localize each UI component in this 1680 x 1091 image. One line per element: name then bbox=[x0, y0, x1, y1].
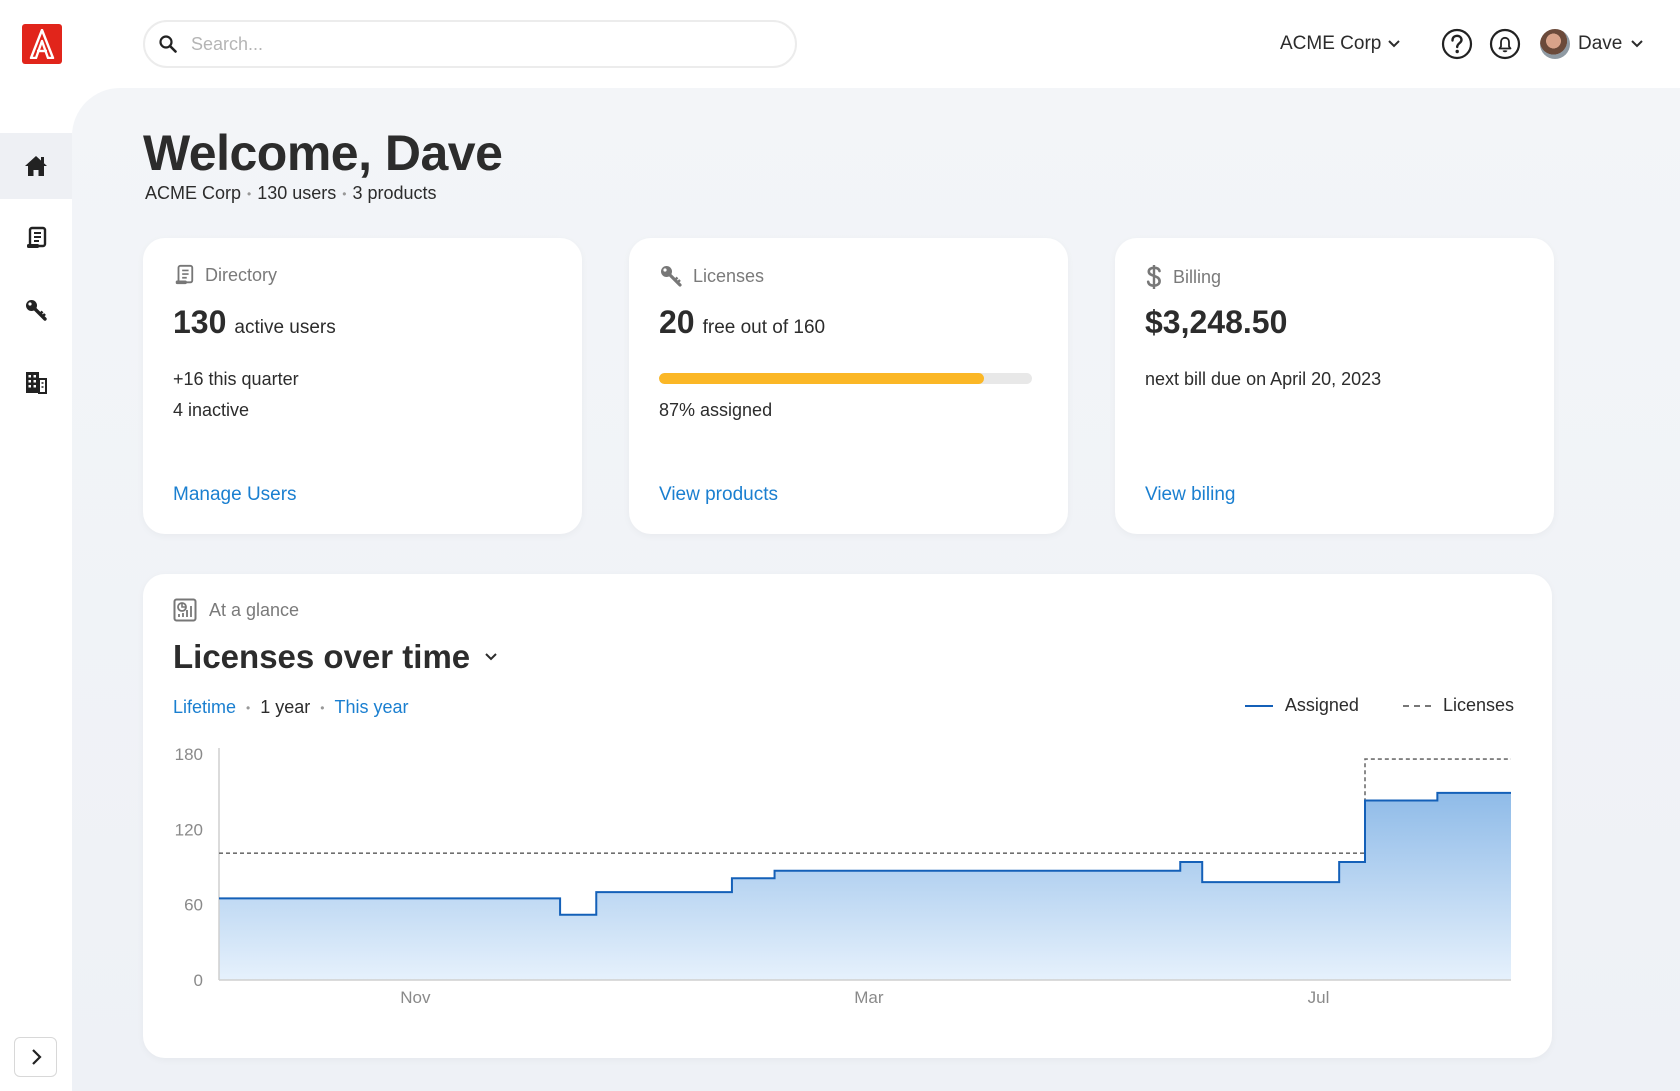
y-tick-label: 0 bbox=[194, 971, 203, 990]
stat-label: active users bbox=[234, 317, 336, 338]
chart-title: Licenses over time bbox=[173, 638, 471, 675]
chevron-down-icon bbox=[1631, 40, 1644, 48]
view-products-link[interactable]: View products bbox=[659, 484, 778, 505]
range-1-year[interactable]: 1 year bbox=[260, 697, 311, 717]
sidebar-item-organization[interactable] bbox=[0, 349, 72, 415]
card-title: Licenses bbox=[693, 265, 765, 286]
section-label: At a glance bbox=[209, 599, 300, 620]
user-name: Dave bbox=[1578, 33, 1623, 54]
avatar bbox=[1540, 29, 1570, 59]
billing-amount: $3,248.50 bbox=[1145, 304, 1287, 341]
sidebar bbox=[0, 88, 72, 1091]
time-range-selector: Lifetime • 1 year • This year bbox=[173, 697, 409, 718]
active-users-stat: 130 active users bbox=[173, 304, 336, 341]
directory-icon bbox=[175, 264, 194, 285]
stat-value: $3,248.50 bbox=[1145, 304, 1288, 340]
billing-card: Billing $3,248.50 next bill due on April… bbox=[1115, 238, 1554, 534]
view-billing-link[interactable]: View biling bbox=[1145, 484, 1236, 505]
y-tick-label: 120 bbox=[175, 820, 203, 839]
search-icon bbox=[159, 35, 177, 53]
separator-dot: • bbox=[342, 186, 347, 201]
card-header: Directory bbox=[173, 264, 277, 286]
sidebar-item-licenses[interactable] bbox=[0, 277, 72, 343]
assigned-percent: 87% assigned bbox=[659, 400, 773, 420]
product-count: 3 products bbox=[352, 183, 437, 203]
y-tick-label: 60 bbox=[184, 896, 203, 915]
top-bar: ACME Corp Dave bbox=[0, 0, 1680, 88]
bell-icon bbox=[1489, 28, 1521, 60]
key-icon bbox=[661, 266, 682, 287]
user-menu[interactable]: Dave bbox=[1540, 27, 1644, 61]
separator-dot: • bbox=[247, 186, 252, 201]
range-lifetime[interactable]: Lifetime bbox=[173, 697, 237, 717]
inactive-count: 4 inactive bbox=[173, 400, 250, 420]
card-header: At a glance bbox=[173, 598, 299, 622]
x-tick-label: Nov bbox=[400, 988, 431, 1007]
logo-icon bbox=[29, 29, 55, 59]
licenses-line bbox=[219, 758, 1511, 854]
card-header: Licenses bbox=[659, 264, 764, 288]
card-header: Billing bbox=[1145, 264, 1221, 290]
chevron-down-icon bbox=[1388, 40, 1401, 48]
licenses-over-time-chart: 0 60 120 180 Nov Mar Jul bbox=[175, 745, 1511, 1007]
licenses-card: Licenses 20 free out of 160 87% assigned… bbox=[629, 238, 1068, 534]
legend-assigned: Assigned bbox=[1284, 695, 1359, 715]
dollar-icon bbox=[1146, 265, 1161, 289]
assigned-line bbox=[219, 791, 1511, 916]
help-icon bbox=[1441, 28, 1473, 60]
separator-dot: • bbox=[320, 700, 325, 715]
legend-swatch-assigned bbox=[1244, 704, 1273, 707]
x-tick-label: Mar bbox=[854, 988, 884, 1007]
license-progress-bar bbox=[659, 373, 1032, 384]
assigned-area bbox=[219, 792, 1511, 980]
chart-icon bbox=[173, 598, 197, 622]
sidebar-item-directory[interactable] bbox=[0, 205, 72, 271]
x-tick-label: Jul bbox=[1308, 988, 1330, 1007]
quarter-growth: +16 this quarter bbox=[173, 369, 299, 389]
org-switcher[interactable]: ACME Corp bbox=[1280, 30, 1401, 58]
notifications-button[interactable] bbox=[1489, 28, 1521, 60]
chart-legend: Assigned Licenses bbox=[1244, 695, 1514, 716]
directory-icon bbox=[27, 226, 47, 248]
legend-licenses: Licenses bbox=[1442, 695, 1514, 715]
search-box[interactable] bbox=[143, 20, 797, 68]
legend-swatch-licenses bbox=[1402, 704, 1431, 707]
card-title: Billing bbox=[1173, 266, 1222, 287]
home-icon bbox=[25, 156, 47, 176]
licenses-chart-card: At a glance Licenses over time Lifetime … bbox=[143, 574, 1552, 1058]
free-licenses-stat: 20 free out of 160 bbox=[659, 304, 825, 341]
card-title: Directory bbox=[205, 264, 278, 285]
chevron-down-icon bbox=[485, 653, 497, 661]
key-icon bbox=[26, 300, 47, 321]
sidebar-expand-button[interactable] bbox=[14, 1037, 57, 1077]
search-input[interactable] bbox=[191, 33, 751, 55]
app-logo[interactable] bbox=[22, 24, 62, 64]
stat-value: 20 bbox=[659, 304, 695, 340]
license-progress-fill bbox=[659, 373, 984, 384]
org-name: ACME Corp bbox=[145, 183, 242, 203]
chevron-right-icon bbox=[31, 1049, 42, 1065]
building-icon bbox=[26, 372, 47, 394]
org-switcher-label: ACME Corp bbox=[1280, 33, 1382, 54]
help-button[interactable] bbox=[1441, 28, 1473, 60]
sidebar-item-home[interactable] bbox=[0, 133, 72, 199]
manage-users-link[interactable]: Manage Users bbox=[173, 484, 297, 505]
range-this-year[interactable]: This year bbox=[334, 697, 409, 717]
user-count: 130 users bbox=[257, 183, 337, 203]
directory-card: Directory 130 active users +16 this quar… bbox=[143, 238, 582, 534]
y-tick-label: 180 bbox=[175, 745, 203, 764]
stat-value: 130 bbox=[173, 304, 227, 340]
chart-title-dropdown[interactable]: Licenses over time bbox=[173, 638, 498, 676]
separator-dot: • bbox=[246, 700, 251, 715]
next-bill-due: next bill due on April 20, 2023 bbox=[1145, 369, 1382, 389]
stat-label: free out of 160 bbox=[702, 317, 826, 338]
org-summary: ACME Corp • 130 users • 3 products bbox=[145, 183, 437, 204]
page-title: Welcome, Dave bbox=[143, 125, 503, 181]
